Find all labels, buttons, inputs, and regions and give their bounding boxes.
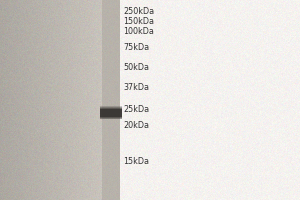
Text: 20kDa: 20kDa [123, 120, 149, 130]
Text: 15kDa: 15kDa [123, 158, 149, 166]
Text: 37kDa: 37kDa [123, 82, 149, 92]
Text: 25kDa: 25kDa [123, 105, 149, 114]
Text: 50kDa: 50kDa [123, 64, 149, 72]
Text: 150kDa: 150kDa [123, 17, 154, 25]
Text: 75kDa: 75kDa [123, 44, 149, 52]
Text: 100kDa: 100kDa [123, 27, 154, 36]
Text: 250kDa: 250kDa [123, 6, 154, 16]
